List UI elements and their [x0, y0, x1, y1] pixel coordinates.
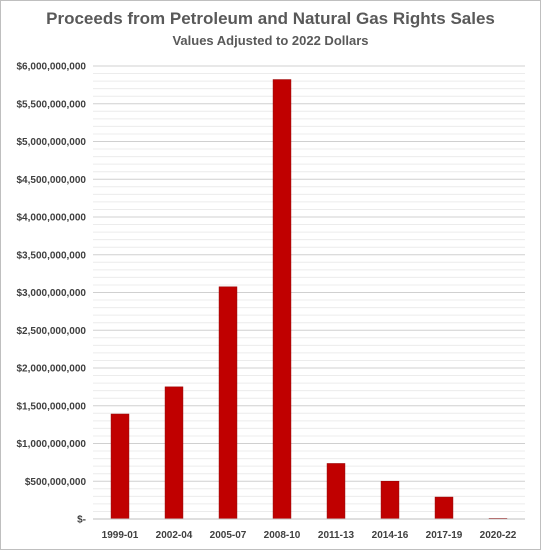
y-tick-label: $-: [77, 515, 86, 526]
x-tick-label: 2008-10: [264, 530, 301, 541]
y-axis: $- $500,000,000 $1,000,000,000 $1,500,000,0…: [16, 62, 86, 526]
chart-subtitle: Values Adjusted to 2022 Dollars: [172, 33, 369, 48]
y-tick-label: $3,500,000,000: [16, 250, 86, 261]
x-tick-label: 1999-01: [102, 530, 139, 541]
bar-2005-07: [218, 286, 238, 520]
y-tick-label: $5,000,000,000: [16, 137, 86, 148]
bar-2014-16: [380, 480, 400, 520]
chart-title: Proceeds from Petroleum and Natural Gas …: [46, 9, 495, 28]
bar-2017-19: [434, 496, 454, 520]
bar-1999-01: [110, 413, 130, 520]
x-tick-label: 2020-22: [480, 530, 517, 541]
x-tick-label: 2017-19: [426, 530, 463, 541]
bar-2008-10: [272, 79, 292, 520]
y-tick-label: $1,000,000,000: [16, 439, 86, 450]
x-axis: 1999-01 2002-04 2005-07 2008-10 2011-13 2014-…: [93, 518, 525, 541]
grid-lines: [93, 65, 525, 520]
x-tick-label: 2002-04: [156, 530, 193, 541]
y-tick-label: $5,500,000,000: [16, 99, 86, 110]
y-tick-label: $2,500,000,000: [16, 326, 86, 337]
y-tick-label: $6,000,000,000: [16, 62, 86, 73]
x-tick-label: 2011-13: [318, 530, 355, 541]
y-tick-label: $1,500,000,000: [16, 401, 86, 412]
x-tick-label: 2005-07: [210, 530, 247, 541]
y-tick-label: $4,500,000,000: [16, 175, 86, 186]
y-tick-label: $2,000,000,000: [16, 364, 86, 375]
bar-2011-13: [326, 463, 346, 520]
bars: [110, 79, 508, 520]
y-tick-label: $3,000,000,000: [16, 288, 86, 299]
x-tick-label: 2014-16: [372, 530, 409, 541]
y-tick-label: $500,000,000: [25, 477, 87, 488]
bar-2002-04: [164, 386, 184, 520]
y-tick-label: $4,000,000,000: [16, 213, 86, 224]
